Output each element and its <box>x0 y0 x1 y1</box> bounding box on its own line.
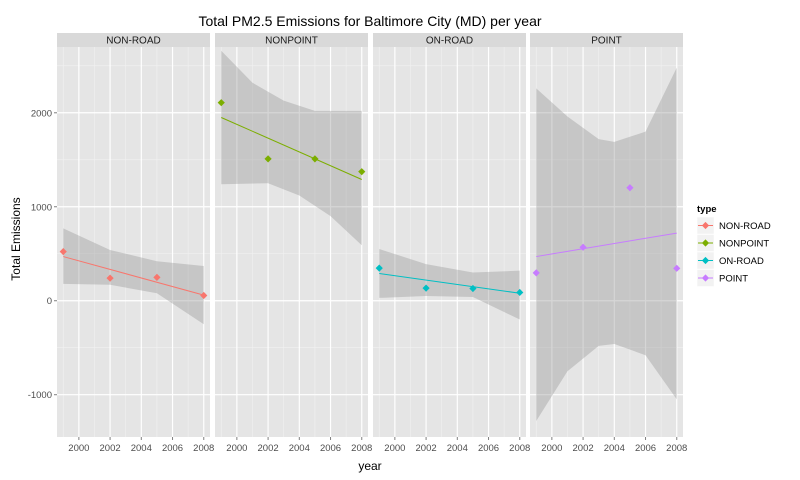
y-tick-label: 0 <box>47 296 52 307</box>
data-point-point-2005 <box>626 184 634 192</box>
legend-label-on-road: ON-ROAD <box>719 256 764 267</box>
x-tick-label: 2008 <box>351 443 372 454</box>
x-tick-label: 2004 <box>604 443 625 454</box>
confidence-band-on-road <box>379 249 520 320</box>
data-point-on-road-2002 <box>422 284 430 292</box>
fit-line-point <box>536 232 677 258</box>
x-tick-label: 2008 <box>193 443 214 454</box>
facet-panel-non-road: NON-ROAD 2000 2002 2004 2006 2008 <box>57 33 214 454</box>
legend-key-marker <box>701 221 710 230</box>
data-point-point-2008 <box>673 264 681 272</box>
data-point-point-1999 <box>532 269 540 277</box>
x-tick-label: 2000 <box>68 443 89 454</box>
panel-background <box>215 47 368 437</box>
legend: type NON-ROAD NONPOINT ON-ROAD POINT <box>696 204 771 287</box>
facet-panel-point: POINT 2000 2002 2004 2006 2008 <box>530 33 687 454</box>
panel-background <box>530 47 683 437</box>
y-tick-label: 1000 <box>31 202 52 213</box>
x-tick-label: 2008 <box>666 443 687 454</box>
facet-strip-non-road <box>57 33 210 47</box>
data-point-point-2002 <box>579 243 587 251</box>
data-point-non-road-1999 <box>59 247 67 256</box>
data-point-on-road-2008 <box>516 288 524 297</box>
panel-background <box>373 47 526 437</box>
facet-panel-nonpoint: NONPOINT 2000 2002 2004 2006 2008 <box>215 33 372 454</box>
x-tick-label: 2006 <box>478 443 499 454</box>
x-tick-label: 2002 <box>100 443 121 454</box>
facet-strip-point <box>530 33 683 47</box>
x-tick-label: 2004 <box>289 443 310 454</box>
facet-strip-nonpoint <box>215 33 368 47</box>
x-tick-label: 2002 <box>258 443 279 454</box>
facet-strip-label: NON-ROAD <box>106 36 160 47</box>
y-axis-title: Total Emissions <box>9 197 23 280</box>
facet-strip-label: NONPOINT <box>265 36 318 47</box>
data-point-nonpoint-2002 <box>264 155 272 163</box>
x-tick-label: 2004 <box>131 443 152 454</box>
legend-key-marker <box>701 239 710 247</box>
chart-title: Total PM2.5 Emissions for Baltimore City… <box>198 13 541 29</box>
y-tick-label: -1000 <box>28 390 52 401</box>
data-point-nonpoint-2008 <box>358 168 366 176</box>
legend-label-nonpoint: NONPOINT <box>719 239 769 250</box>
legend-title: type <box>697 204 717 215</box>
facet-panel-on-road: ON-ROAD 2000 2002 2004 2006 2008 <box>373 33 530 454</box>
x-tick-label: 2000 <box>226 443 247 454</box>
legend-key-marker <box>701 274 710 282</box>
legend-item-nonpoint: NONPOINT <box>696 234 769 252</box>
x-tick-label: 2006 <box>320 443 341 454</box>
data-point-non-road-2002 <box>106 274 114 282</box>
facet-strip-on-road <box>373 33 526 47</box>
data-point-non-road-2008 <box>200 291 208 300</box>
y-tick-label: 2000 <box>31 108 52 119</box>
legend-item-point: POINT <box>696 269 748 287</box>
fit-line-non-road <box>63 256 204 296</box>
fit-line-nonpoint <box>221 117 362 180</box>
x-tick-label: 2000 <box>384 443 405 454</box>
x-tick-label: 2002 <box>573 443 594 454</box>
x-tick-label: 2000 <box>541 443 562 454</box>
data-point-on-road-1999 <box>375 264 383 272</box>
x-tick-label: 2004 <box>447 443 468 454</box>
data-point-on-road-2005 <box>469 284 477 293</box>
fit-line-on-road <box>379 272 520 294</box>
x-tick-label: 2006 <box>635 443 656 454</box>
data-point-nonpoint-2005 <box>311 155 319 163</box>
legend-label-non-road: NON-ROAD <box>719 221 771 232</box>
legend-item-on-road: ON-ROAD <box>696 251 764 270</box>
data-point-nonpoint-1999 <box>217 99 225 107</box>
legend-label-point: POINT <box>719 274 748 285</box>
facet-panels: NON-ROAD 2000 2002 2004 2006 2008 NONPOINT 2000… <box>28 33 687 454</box>
panel-background <box>57 47 210 437</box>
legend-key-marker <box>701 256 710 265</box>
x-tick-label: 2006 <box>162 443 183 454</box>
facet-strip-label: POINT <box>591 36 622 47</box>
facet-strip-label: ON-ROAD <box>426 36 473 47</box>
data-point-non-road-2005 <box>153 273 161 281</box>
x-axis-title: year <box>358 459 381 473</box>
x-tick-label: 2008 <box>509 443 530 454</box>
legend-item-non-road: NON-ROAD <box>696 216 771 235</box>
x-tick-label: 2002 <box>416 443 437 454</box>
